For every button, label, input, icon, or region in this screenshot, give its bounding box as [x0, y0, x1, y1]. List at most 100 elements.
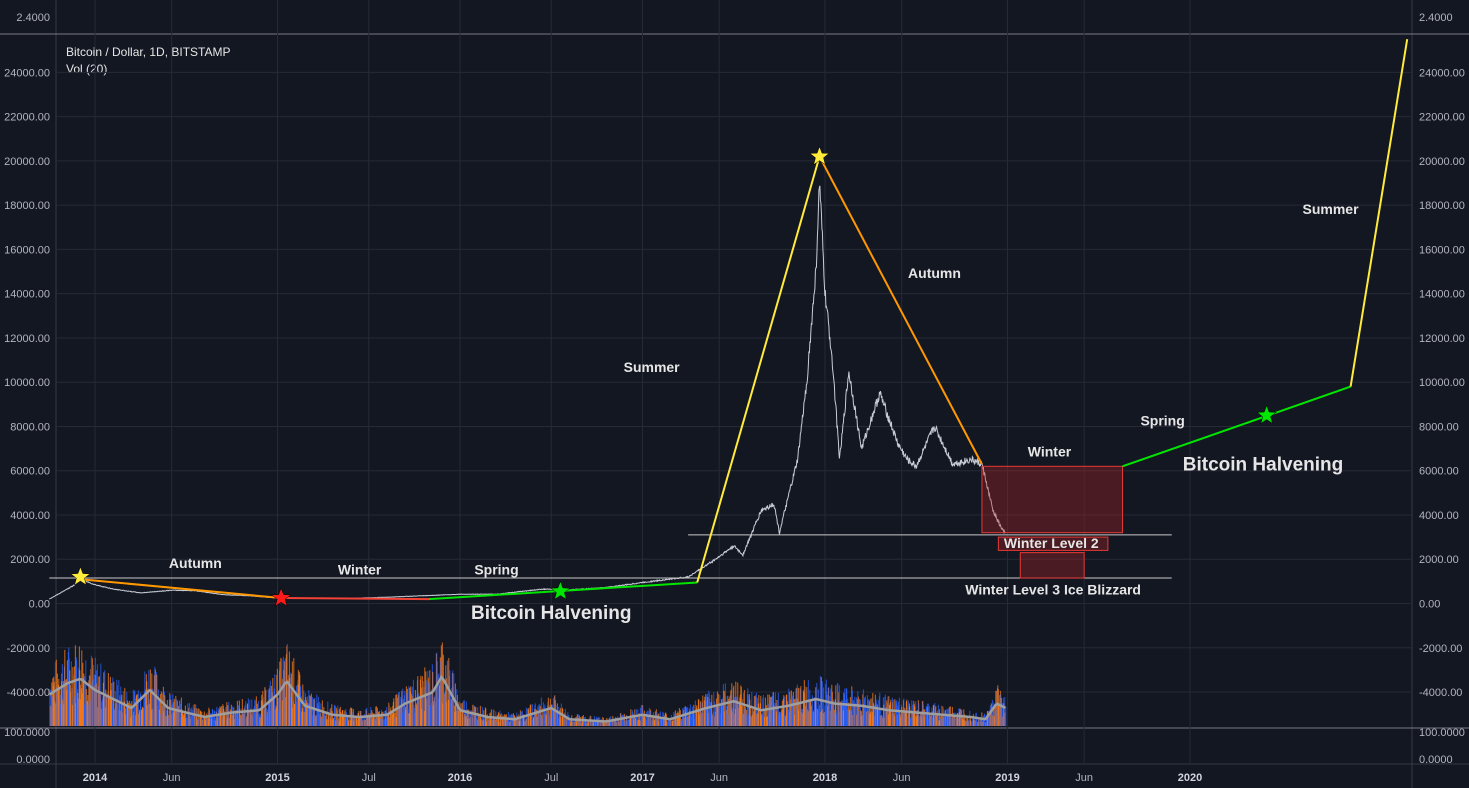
volume-bar	[967, 718, 969, 726]
volume-bar	[571, 719, 573, 726]
volume-bar	[869, 712, 871, 726]
volume-bar	[346, 715, 348, 726]
volume-bar	[108, 695, 110, 726]
volume-bar	[573, 722, 575, 726]
volume-bar	[89, 700, 91, 726]
volume-bar	[524, 718, 526, 726]
volume-bar	[945, 714, 947, 726]
volume-bar	[705, 694, 707, 726]
volume-bar	[889, 702, 891, 726]
volume-bar	[410, 686, 412, 726]
volume-bar	[766, 716, 768, 726]
volume-bar	[360, 719, 362, 726]
volume-bar	[465, 709, 467, 726]
volume-bar	[680, 718, 682, 726]
volume-bar	[211, 709, 213, 726]
volume-bar	[701, 702, 703, 726]
volume-bar	[505, 714, 507, 726]
volume-bar	[75, 703, 77, 726]
volume-bar	[244, 705, 246, 726]
volume-bar	[401, 690, 403, 726]
volume-pane-min-right: 0.0000	[1419, 754, 1453, 766]
volume-bar	[212, 719, 214, 726]
volume-bar	[434, 695, 436, 726]
volume-bar	[286, 643, 288, 726]
volume-bar	[372, 713, 374, 726]
volume-bar	[52, 685, 54, 726]
volume-bar	[174, 710, 176, 726]
volume-bar	[105, 693, 107, 726]
volume-bar	[134, 690, 136, 726]
volume-bar	[416, 680, 418, 726]
volume-bar	[915, 701, 917, 726]
volume-bar	[920, 711, 922, 726]
volume-bar	[634, 717, 636, 726]
volume-bar	[85, 660, 87, 726]
volume-bar	[171, 703, 173, 726]
volume-bar	[318, 705, 320, 726]
volume-bar	[739, 694, 741, 726]
volume-bar	[823, 713, 825, 726]
volume-bar	[418, 693, 420, 726]
volume-bar	[440, 645, 442, 726]
volume-bar	[505, 716, 507, 726]
volume-bar	[666, 721, 668, 726]
volume-bar	[437, 675, 439, 726]
volume-bar	[887, 696, 889, 726]
volume-bar	[671, 721, 673, 726]
volume-bar	[809, 689, 811, 726]
volume-bar	[716, 691, 718, 726]
volume-bar	[914, 716, 916, 726]
volume-bar	[329, 709, 331, 726]
volume-bar	[628, 719, 630, 726]
volume-bar	[891, 713, 893, 726]
volume-bar	[148, 670, 150, 726]
x-tick-label: Jun	[1075, 772, 1093, 784]
volume-bar	[398, 691, 400, 726]
volume-bar	[743, 689, 745, 726]
volume-bar	[430, 692, 432, 726]
volume-bar	[655, 721, 657, 726]
volume-bar	[173, 698, 175, 726]
annotation-label: Bitcoin Halvening	[471, 603, 631, 624]
volume-bar	[277, 697, 279, 726]
volume-bar	[985, 714, 987, 726]
volume-bar	[199, 714, 201, 726]
volume-bar	[438, 673, 440, 726]
volume-bar	[544, 713, 546, 726]
volume-bar	[227, 705, 229, 726]
volume-bar	[897, 705, 899, 726]
volume-bar	[262, 697, 264, 726]
volume-bar	[731, 683, 733, 726]
volume-bar	[96, 664, 98, 726]
volume-bar	[646, 720, 648, 726]
volume-bar	[72, 699, 74, 726]
volume-bar	[878, 700, 880, 726]
volume-bar	[61, 664, 63, 726]
volume-bar	[352, 712, 354, 726]
top-pane-label-right: 2.4000	[1419, 12, 1453, 24]
volume-bar	[138, 709, 140, 726]
volume-bar	[787, 709, 789, 726]
x-tick-label: 2018	[813, 772, 837, 784]
volume-bar	[960, 709, 962, 726]
volume-bar	[871, 698, 873, 726]
volume-bar	[832, 701, 834, 726]
volume-bar	[198, 719, 200, 726]
volume-bar	[682, 707, 684, 726]
volume-bar	[294, 694, 296, 726]
volume-bar	[399, 706, 401, 726]
volume-bar	[426, 680, 428, 726]
volume-bar	[825, 711, 827, 726]
volume-bar	[112, 677, 114, 726]
volume-bar	[246, 716, 248, 726]
volume-bar	[989, 705, 991, 726]
volume-bar	[994, 704, 996, 726]
volume-bar	[993, 716, 995, 726]
volume-bar	[338, 708, 340, 726]
volume-bar	[207, 712, 209, 726]
volume-bar	[596, 720, 598, 726]
volume-bar	[488, 721, 490, 726]
volume-bar	[534, 703, 536, 726]
